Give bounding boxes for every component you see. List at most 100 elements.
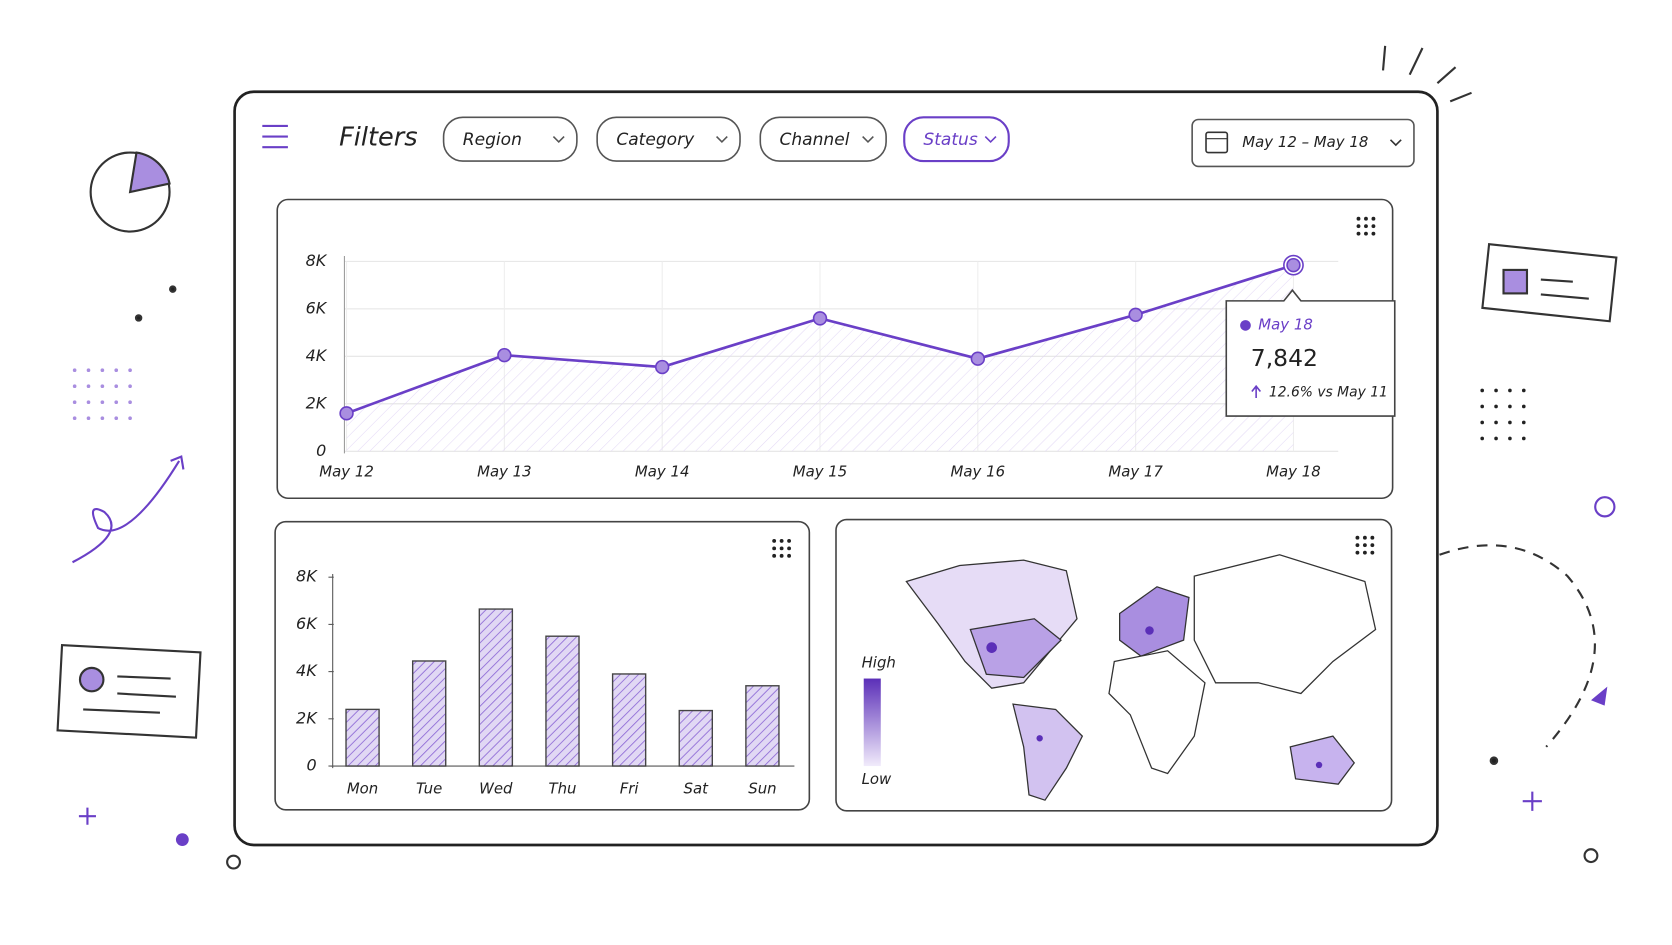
- pill-label: Status: [923, 130, 977, 150]
- y-tick-label: 0: [307, 756, 317, 775]
- pill-box: [759, 116, 887, 162]
- dot: [1521, 436, 1526, 441]
- bar: [611, 673, 647, 767]
- x-tick-label: Tue: [416, 779, 442, 797]
- x-tick-label: May 15: [793, 463, 848, 481]
- menu-icon[interactable]: [262, 124, 288, 149]
- pill-label: Channel: [779, 130, 849, 150]
- card-menu[interactable]: [772, 538, 792, 558]
- bar: [345, 708, 380, 767]
- bar-card: [274, 520, 811, 811]
- dot: [100, 384, 105, 389]
- x-tick-label: May 14: [635, 463, 690, 481]
- menu-dot: [772, 546, 777, 551]
- menu-dot: [1362, 550, 1367, 555]
- x-tick-label: Wed: [479, 779, 513, 797]
- menu-dot: [779, 538, 784, 543]
- tooltip-box: [1225, 288, 1396, 417]
- card-menu[interactable]: [1356, 216, 1376, 236]
- dot: [128, 384, 132, 389]
- filter-pill[interactable]: Region: [442, 116, 578, 162]
- menu-dot: [787, 546, 792, 551]
- tooltip-arrow: [1251, 384, 1262, 398]
- dot: [1521, 404, 1526, 409]
- bar: [745, 685, 780, 767]
- dot: [1480, 420, 1485, 425]
- y-tick-label: 6K: [306, 298, 328, 317]
- x-tick-label: May 16: [951, 463, 1006, 481]
- tooltip-date: May 18: [1258, 315, 1313, 333]
- x-tick-label: May 13: [477, 463, 532, 481]
- bar: [478, 608, 514, 767]
- filter-pill[interactable]: Channel: [759, 116, 887, 162]
- menu-dot: [1370, 535, 1375, 540]
- tooltip-dot: [1240, 320, 1251, 331]
- menu-dot: [1355, 535, 1360, 540]
- y-tick-label: 2K: [306, 393, 328, 412]
- x-tick-label: May 18: [1266, 463, 1321, 481]
- date-range-picker[interactable]: May 12 – May 18: [1191, 118, 1415, 168]
- dot: [1521, 420, 1526, 425]
- x-tick-label: Mon: [347, 779, 378, 797]
- menu-dot: [779, 553, 784, 558]
- dot: [86, 416, 91, 421]
- menu-dot: [1356, 231, 1361, 236]
- point: [812, 311, 828, 326]
- y-tick-label: 4K: [296, 661, 318, 680]
- pill-box: [903, 116, 1010, 163]
- menu-dot: [1356, 216, 1361, 221]
- dot: [128, 400, 132, 405]
- card-menu[interactable]: [1355, 535, 1375, 555]
- point: [497, 347, 512, 363]
- dot: [86, 368, 91, 373]
- dot: [1494, 404, 1498, 409]
- menu-dot: [772, 553, 777, 558]
- menu-dot: [772, 538, 777, 543]
- y-tick-label: 8K: [296, 567, 318, 586]
- dot: [72, 384, 77, 389]
- pill-box: [442, 116, 578, 162]
- dot: [1494, 388, 1498, 393]
- menu-dot: [1371, 216, 1376, 221]
- dot: [1494, 436, 1498, 441]
- dot: [1508, 404, 1512, 409]
- bar: [545, 635, 580, 767]
- menu-dot: [1355, 550, 1360, 555]
- menu-dot: [1371, 224, 1376, 229]
- tooltip-value: 7,842: [1251, 344, 1318, 372]
- filter-pill[interactable]: Status: [903, 116, 1010, 163]
- menu-dot: [787, 553, 792, 558]
- dot: [1508, 420, 1512, 425]
- dot: [86, 400, 91, 405]
- map-legend-scale: [863, 678, 881, 767]
- y-tick-label: 2K: [296, 708, 318, 727]
- pill-caret: [862, 135, 874, 144]
- menu-dot: [1364, 231, 1368, 236]
- pill-label: Category: [616, 130, 695, 150]
- pill-caret: [552, 135, 565, 144]
- filters-title: Filters: [339, 123, 418, 153]
- line-area: [346, 265, 1294, 452]
- menu-dot: [1364, 216, 1368, 221]
- point: [1128, 307, 1143, 323]
- dot: [1480, 404, 1485, 409]
- legend-high: High: [862, 654, 896, 672]
- y-tick-label: 0: [316, 441, 326, 460]
- dot: [114, 368, 119, 373]
- filter-pill[interactable]: Category: [596, 116, 741, 162]
- y-tick-label: 6K: [296, 614, 318, 633]
- bar: [678, 709, 713, 767]
- dot: [114, 400, 119, 405]
- menu-dot: [779, 546, 784, 551]
- menu-dot: [1370, 543, 1375, 548]
- x-tick-label: May 17: [1108, 463, 1163, 481]
- dot: [1480, 436, 1485, 441]
- dot-grids: [72, 368, 1526, 441]
- date-range: May 12 – May 18: [1242, 133, 1368, 151]
- dot: [86, 384, 91, 389]
- dot: [1508, 388, 1512, 393]
- menu-dot: [787, 538, 792, 543]
- y-tick-label: 4K: [306, 346, 328, 365]
- point: [970, 351, 986, 366]
